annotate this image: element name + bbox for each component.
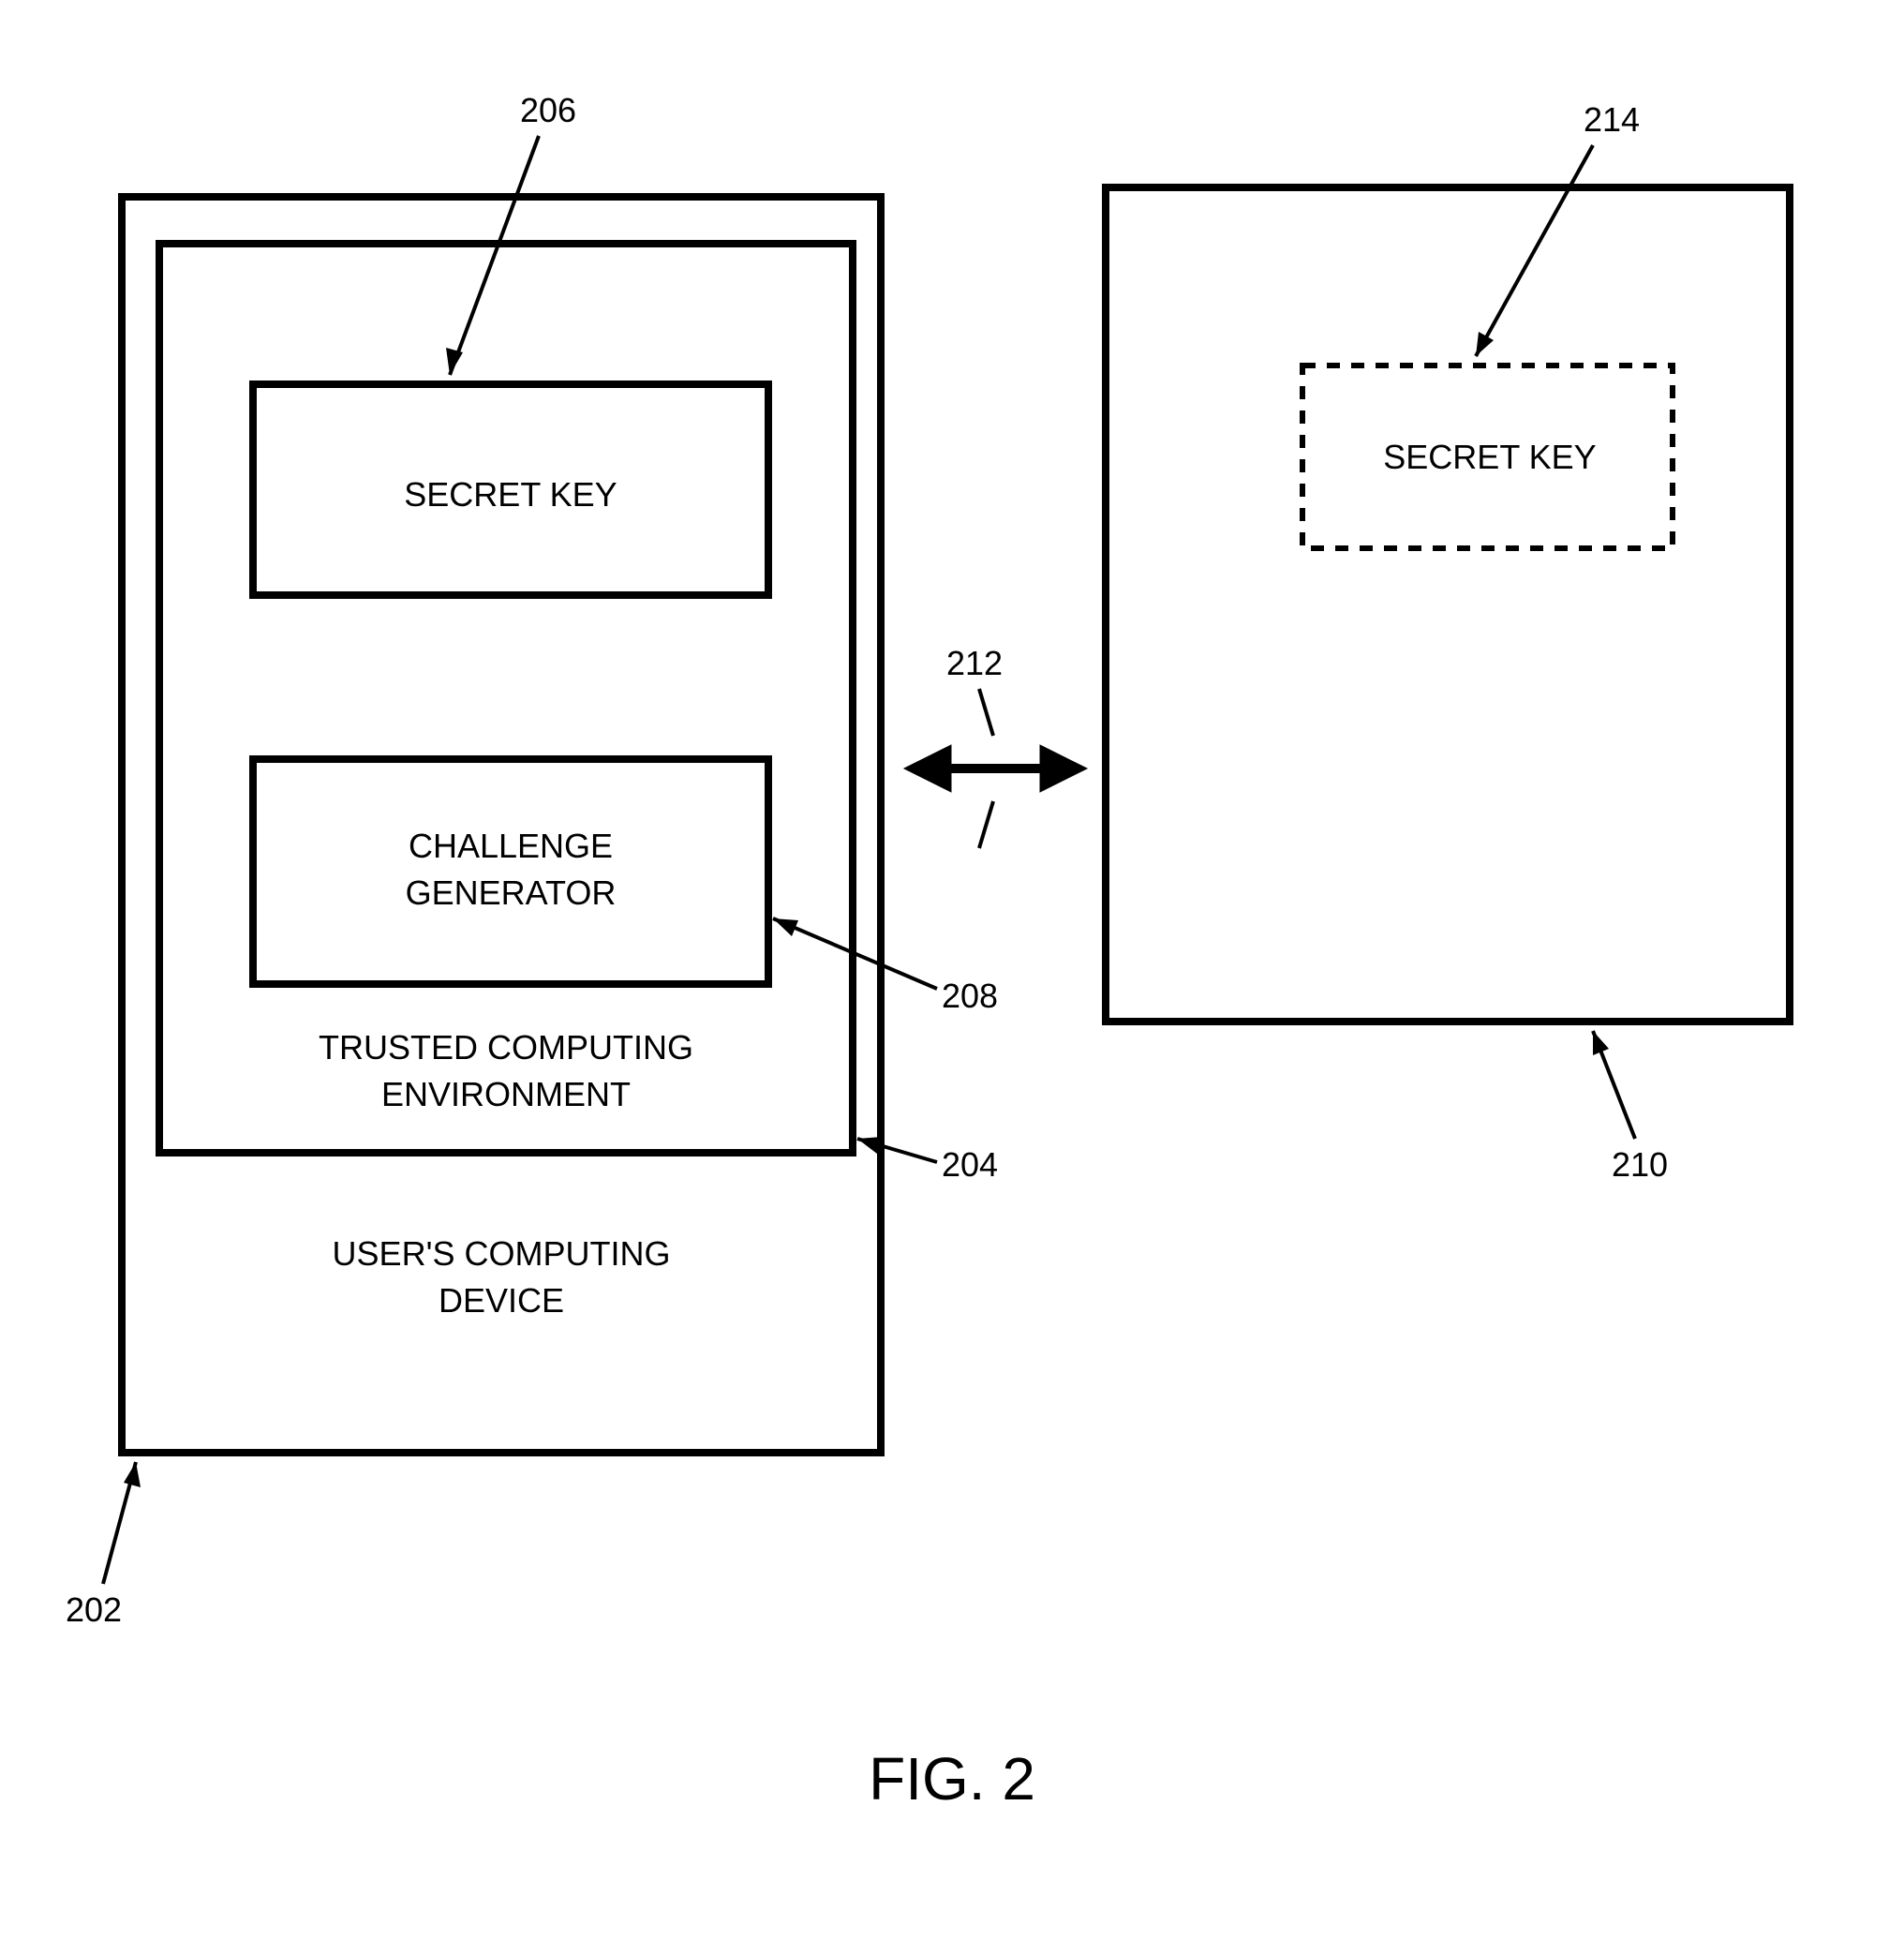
secret-key-label-right: SECRET KEY bbox=[1383, 438, 1596, 476]
svg-text:210: 210 bbox=[1612, 1145, 1668, 1184]
svg-text:206: 206 bbox=[520, 91, 576, 129]
svg-text:202: 202 bbox=[66, 1590, 122, 1629]
double-arrow bbox=[904, 745, 1087, 792]
svg-text:214: 214 bbox=[1584, 100, 1640, 139]
trusted-env-label-line2: ENVIRONMENT bbox=[381, 1075, 631, 1113]
device-label-line1: USER'S COMPUTING bbox=[333, 1234, 671, 1273]
svg-text:208: 208 bbox=[942, 977, 998, 1015]
challenge-label-line2: GENERATOR bbox=[406, 873, 617, 912]
secret-key-label-left: SECRET KEY bbox=[404, 475, 617, 514]
callout-212: 212 bbox=[946, 644, 1003, 848]
figure-caption: FIG. 2 bbox=[869, 1745, 1035, 1813]
callout-210: 210 bbox=[1593, 1031, 1668, 1184]
remote-box bbox=[1106, 187, 1790, 1022]
challenge-generator-box bbox=[253, 759, 768, 984]
callout-214: 214 bbox=[1476, 100, 1640, 356]
callout-202: 202 bbox=[66, 1462, 141, 1629]
callout-208: 208 bbox=[773, 918, 998, 1015]
callout-206: 206 bbox=[446, 91, 576, 375]
trusted-env-label-line1: TRUSTED COMPUTING bbox=[319, 1028, 693, 1067]
device-label-line2: DEVICE bbox=[439, 1281, 564, 1320]
svg-text:212: 212 bbox=[946, 644, 1003, 682]
challenge-label-line1: CHALLENGE bbox=[409, 827, 613, 865]
figure-canvas: SECRET KEY CHALLENGE GENERATOR TRUSTED C… bbox=[0, 0, 1904, 1940]
svg-text:204: 204 bbox=[942, 1145, 998, 1184]
trusted-env-box bbox=[159, 244, 853, 1153]
